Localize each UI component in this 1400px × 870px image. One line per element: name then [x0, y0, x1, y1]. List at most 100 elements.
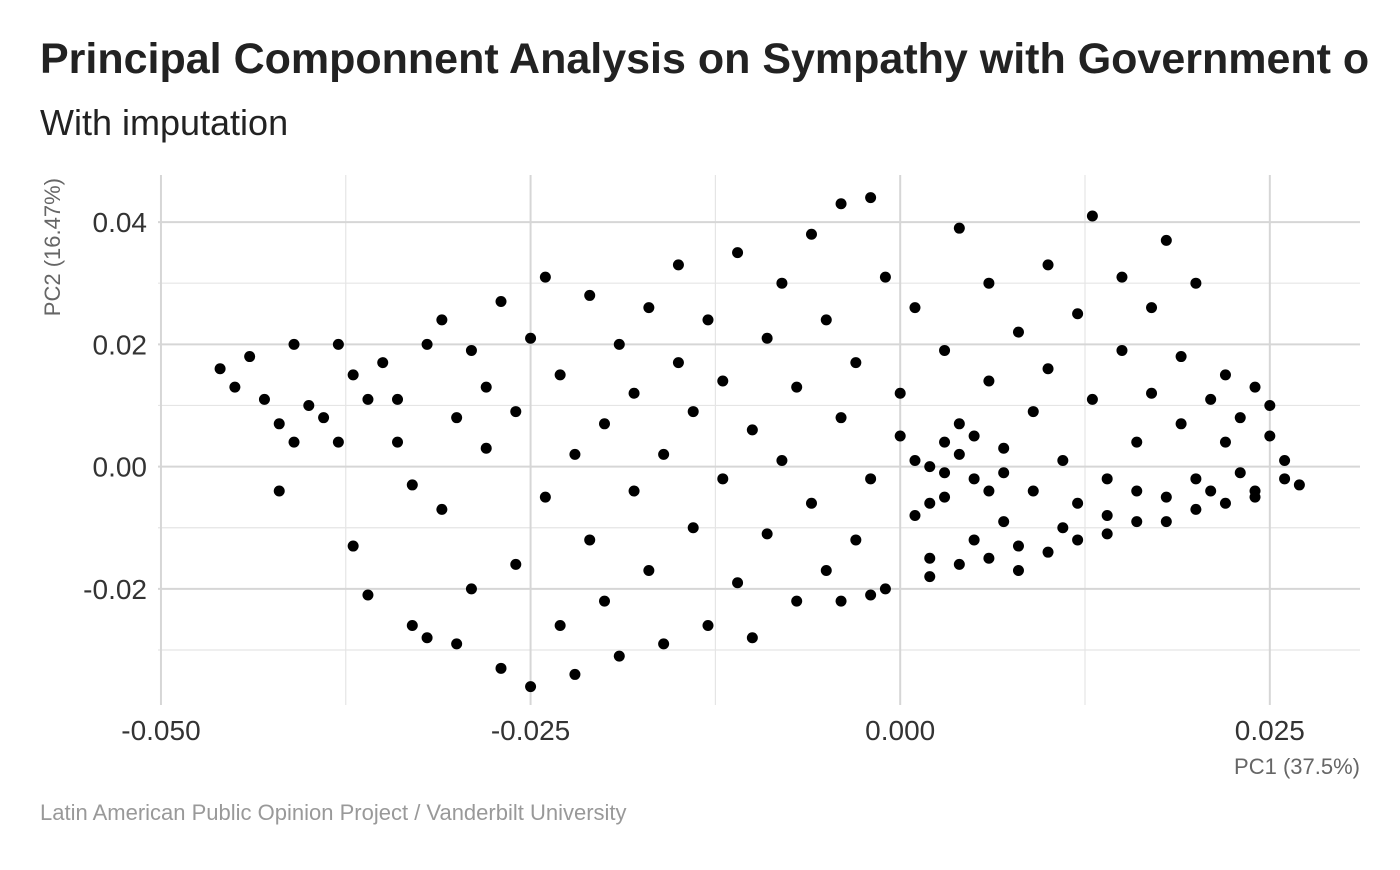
point — [1190, 277, 1202, 289]
point — [761, 332, 773, 344]
chart-subtitle: With imputation — [40, 102, 288, 143]
point — [1131, 485, 1143, 497]
point — [1012, 326, 1024, 338]
point — [909, 454, 921, 466]
point — [983, 485, 995, 497]
point — [584, 534, 596, 546]
point — [495, 662, 507, 674]
point — [392, 436, 404, 448]
point — [1042, 259, 1054, 271]
chart-title: Principal Componnent Analysis on Sympath… — [40, 35, 1369, 83]
point — [539, 271, 551, 283]
x-tick-label: 0.000 — [865, 715, 935, 746]
point — [998, 516, 1010, 528]
point — [1190, 473, 1202, 485]
point — [820, 565, 832, 577]
point — [1042, 546, 1054, 558]
point — [983, 375, 995, 387]
point — [613, 650, 625, 662]
point — [939, 344, 951, 356]
point — [776, 277, 788, 289]
point — [628, 387, 640, 399]
point — [392, 393, 404, 405]
point — [318, 412, 330, 424]
point — [909, 509, 921, 521]
point — [451, 638, 463, 650]
point — [761, 528, 773, 540]
point — [658, 448, 670, 460]
point — [1146, 302, 1158, 314]
y-tick-label: -0.02 — [83, 574, 147, 605]
point — [998, 442, 1010, 454]
point — [1012, 540, 1024, 552]
point — [1027, 485, 1039, 497]
point — [1219, 436, 1231, 448]
point — [465, 583, 477, 595]
point — [332, 436, 344, 448]
point — [835, 412, 847, 424]
point — [998, 467, 1010, 479]
point — [879, 583, 891, 595]
point — [539, 491, 551, 503]
point — [1072, 497, 1084, 509]
point — [1072, 308, 1084, 320]
point — [362, 589, 374, 601]
point — [746, 632, 758, 644]
point — [687, 406, 699, 418]
x-tick-label: 0.025 — [1235, 715, 1305, 746]
point — [451, 412, 463, 424]
point — [1116, 271, 1128, 283]
point — [805, 228, 817, 240]
point — [968, 430, 980, 442]
point — [1249, 491, 1261, 503]
point — [406, 620, 418, 632]
point — [924, 497, 936, 509]
point — [1057, 454, 1069, 466]
point — [347, 540, 359, 552]
point — [377, 357, 389, 369]
point — [1042, 363, 1054, 375]
point — [421, 632, 433, 644]
point — [672, 259, 684, 271]
point — [746, 424, 758, 436]
grid — [158, 175, 1360, 705]
point — [643, 302, 655, 314]
point — [717, 375, 729, 387]
point — [258, 393, 270, 405]
point — [850, 357, 862, 369]
point — [702, 620, 714, 632]
point — [421, 338, 433, 350]
point — [953, 558, 965, 570]
point — [643, 565, 655, 577]
point — [495, 296, 507, 308]
point — [569, 668, 581, 680]
point — [672, 357, 684, 369]
point — [1027, 406, 1039, 418]
point — [480, 381, 492, 393]
point — [968, 473, 980, 485]
point — [968, 534, 980, 546]
point — [1175, 351, 1187, 363]
point — [288, 436, 300, 448]
point — [1205, 485, 1217, 497]
point — [865, 589, 877, 601]
point — [347, 369, 359, 381]
point — [879, 271, 891, 283]
point — [554, 620, 566, 632]
point — [1234, 412, 1246, 424]
point — [1101, 509, 1113, 521]
point — [525, 332, 537, 344]
x-tick-label: -0.025 — [491, 715, 570, 746]
point — [924, 571, 936, 583]
point — [894, 430, 906, 442]
y-tick-label: 0.02 — [93, 329, 148, 360]
point — [791, 595, 803, 607]
point — [805, 497, 817, 509]
point — [1146, 387, 1158, 399]
point — [229, 381, 241, 393]
point — [835, 595, 847, 607]
y-axis-title: PC2 (16.47%) — [40, 178, 65, 316]
y-tick-label: 0.00 — [93, 452, 148, 483]
point — [1190, 503, 1202, 515]
